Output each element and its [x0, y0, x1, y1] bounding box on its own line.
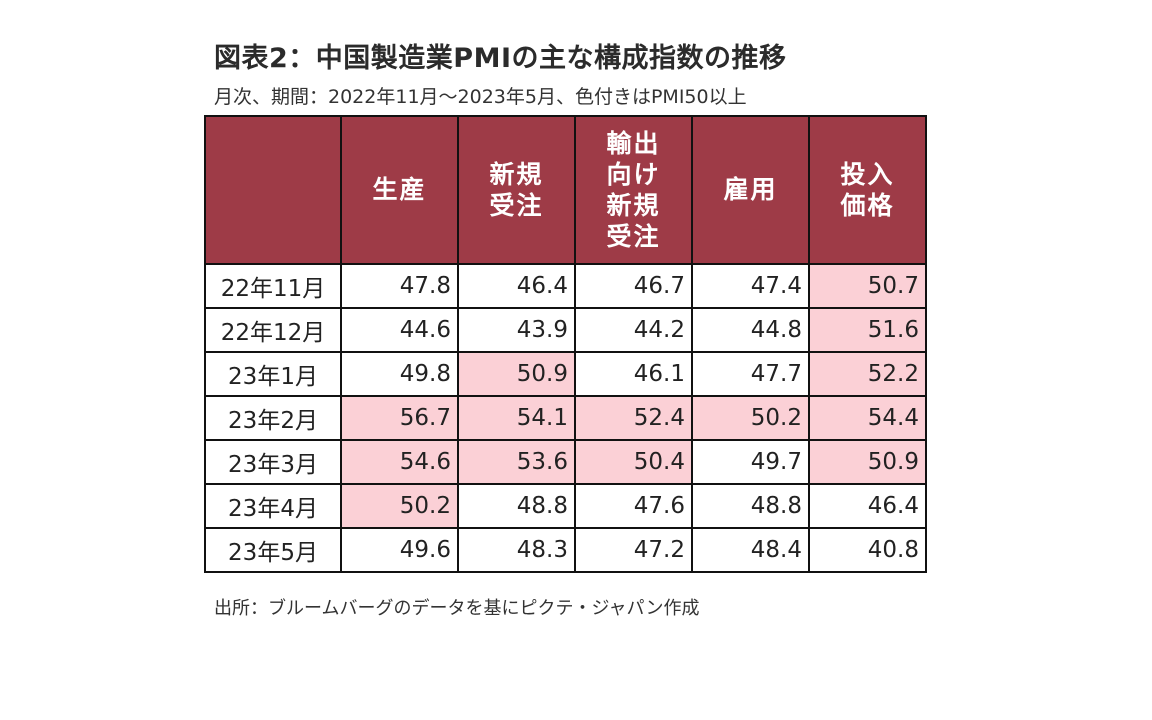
value-cell: 47.8 — [340, 263, 459, 309]
value-cell: 52.2 — [808, 351, 927, 397]
row-label: 23年1月 — [204, 351, 342, 397]
value-cell: 48.4 — [691, 527, 810, 573]
value-cell: 54.6 — [340, 439, 459, 485]
column-header: 投入 価格 — [808, 115, 927, 265]
table-row: 23年2月 56.7 54.1 52.4 50.2 54.4 — [204, 395, 927, 441]
value-cell: 52.4 — [574, 395, 693, 441]
value-cell: 54.4 — [808, 395, 927, 441]
value-cell: 50.2 — [340, 483, 459, 529]
column-header: 雇用 — [691, 115, 810, 265]
value-cell: 54.1 — [457, 395, 576, 441]
value-cell: 43.9 — [457, 307, 576, 353]
value-cell: 50.9 — [457, 351, 576, 397]
table-row: 23年4月 50.2 48.8 47.6 48.8 46.4 — [204, 483, 927, 529]
row-label: 22年12月 — [204, 307, 342, 353]
value-cell: 49.7 — [691, 439, 810, 485]
value-cell: 50.9 — [808, 439, 927, 485]
table-header-row: 生産 新規 受注 輸出 向け 新規 受注 雇用 投入 価格 — [204, 115, 927, 265]
value-cell: 44.8 — [691, 307, 810, 353]
value-cell: 50.7 — [808, 263, 927, 309]
value-cell: 48.8 — [457, 483, 576, 529]
value-cell: 48.3 — [457, 527, 576, 573]
row-label: 23年5月 — [204, 527, 342, 573]
column-header: 輸出 向け 新規 受注 — [574, 115, 693, 265]
value-cell: 53.6 — [457, 439, 576, 485]
value-cell: 51.6 — [808, 307, 927, 353]
header-corner-cell — [204, 115, 342, 265]
value-cell: 49.8 — [340, 351, 459, 397]
column-header: 生産 — [340, 115, 459, 265]
table-row: 23年5月 49.6 48.3 47.2 48.4 40.8 — [204, 527, 927, 573]
value-cell: 46.1 — [574, 351, 693, 397]
value-cell: 40.8 — [808, 527, 927, 573]
table-row: 22年11月 47.8 46.4 46.7 47.4 50.7 — [204, 263, 927, 309]
row-label: 23年2月 — [204, 395, 342, 441]
table-row: 23年3月 54.6 53.6 50.4 49.7 50.9 — [204, 439, 927, 485]
row-label: 23年4月 — [204, 483, 342, 529]
table-row: 22年12月 44.6 43.9 44.2 44.8 51.6 — [204, 307, 927, 353]
row-label: 22年11月 — [204, 263, 342, 309]
value-cell: 47.6 — [574, 483, 693, 529]
table-body: 22年11月 47.8 46.4 46.7 47.4 50.7 22年12月 44.6 43.9… — [204, 263, 927, 573]
value-cell: 46.4 — [457, 263, 576, 309]
value-cell: 47.7 — [691, 351, 810, 397]
value-cell: 48.8 — [691, 483, 810, 529]
chart-title: 図表2：中国製造業PMIの主な構成指数の推移 — [214, 43, 787, 74]
chart-subtitle: 月次、期間：2022年11月～2023年5月、色付きはPMI50以上 — [214, 86, 747, 108]
row-label: 23年3月 — [204, 439, 342, 485]
source-note: 出所：ブルームバーグのデータを基にピクテ・ジャパン作成 — [214, 598, 700, 619]
value-cell: 44.6 — [340, 307, 459, 353]
value-cell: 47.2 — [574, 527, 693, 573]
value-cell: 56.7 — [340, 395, 459, 441]
value-cell: 46.4 — [808, 483, 927, 529]
column-header: 新規 受注 — [457, 115, 576, 265]
value-cell: 46.7 — [574, 263, 693, 309]
value-cell: 50.4 — [574, 439, 693, 485]
value-cell: 47.4 — [691, 263, 810, 309]
pmi-table: 生産 新規 受注 輸出 向け 新規 受注 雇用 投入 価格 22年11月 47.8 46.4… — [204, 115, 927, 573]
value-cell: 49.6 — [340, 527, 459, 573]
value-cell: 50.2 — [691, 395, 810, 441]
table-row: 23年1月 49.8 50.9 46.1 47.7 52.2 — [204, 351, 927, 397]
value-cell: 44.2 — [574, 307, 693, 353]
